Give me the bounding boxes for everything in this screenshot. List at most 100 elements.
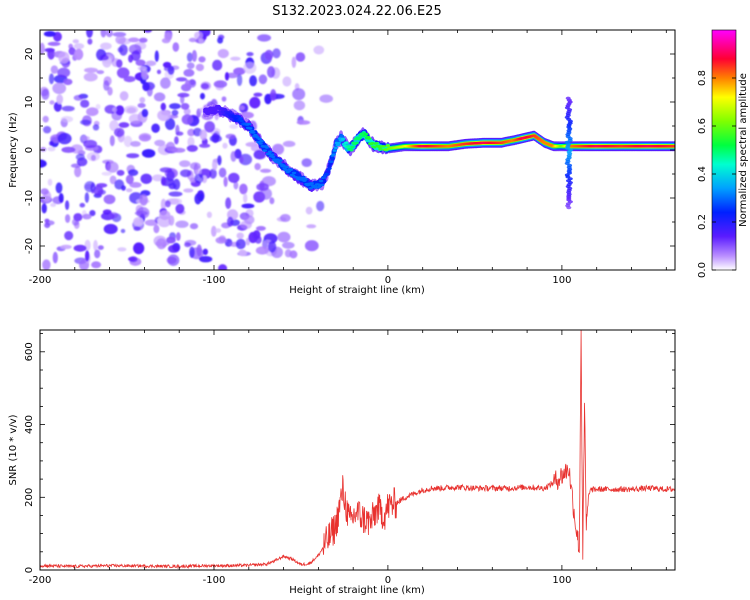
noise-blob: [94, 249, 101, 259]
noise-blob: [44, 222, 51, 229]
noise-blob: [114, 179, 125, 190]
noise-blob: [175, 124, 180, 136]
ridge-segment: [327, 167, 332, 170]
noise-blob: [183, 188, 194, 193]
noise-blob: [240, 220, 252, 230]
noise-blob: [206, 211, 212, 218]
ridge-segment: [288, 168, 294, 171]
noise-blob: [213, 80, 228, 88]
ridge-segment: [239, 119, 244, 123]
noise-blob: [187, 128, 196, 137]
noise-blob: [196, 244, 202, 257]
colorbar: 0.0 0.2 0.4 0.6 0.8 Normalized spectral ampl…: [697, 29, 749, 278]
noise-blob: [167, 65, 175, 75]
noise-blob: [72, 218, 79, 226]
noise-blob: [258, 74, 268, 85]
noise-blob: [43, 31, 57, 37]
noise-blob: [49, 100, 55, 105]
noise-blob: [47, 41, 61, 47]
noise-blob: [217, 37, 224, 44]
noise-blob: [253, 92, 263, 97]
noise-blob: [246, 52, 254, 57]
x-tick-label: 0: [385, 275, 391, 286]
noise-blob: [255, 246, 269, 255]
ridge-segment: [216, 106, 221, 109]
noise-blob: [176, 232, 181, 241]
noise-blob: [179, 160, 191, 168]
noise-blob: [64, 231, 74, 241]
noise-blob: [159, 167, 173, 173]
noise-blob: [142, 81, 150, 92]
noise-blob: [199, 193, 204, 202]
ridge-segment: [269, 153, 275, 156]
noise-blob: [209, 135, 222, 143]
x-tick-label: 100: [552, 275, 571, 286]
noise-blob: [72, 39, 80, 44]
noise-blob: [115, 35, 126, 45]
noise-blob: [217, 155, 222, 166]
y-tick-label: 20: [24, 48, 35, 61]
noise-blob: [169, 103, 181, 110]
noise-blob: [107, 86, 113, 96]
noise-blob: [139, 194, 148, 206]
noise-blob: [120, 228, 126, 234]
noise-blob: [175, 203, 185, 214]
noise-blob: [291, 56, 297, 68]
colorbar-tick-label: 0.6: [697, 118, 708, 134]
noise-blob: [83, 139, 98, 149]
noise-blob: [218, 264, 228, 270]
colorbar-tick-label: 0.0: [697, 262, 708, 278]
x-tick-label: -200: [29, 575, 52, 586]
noise-blob: [153, 224, 160, 234]
ridge-segment: [367, 137, 372, 140]
noise-blob: [186, 52, 193, 62]
y-tick-label: 600: [24, 342, 35, 361]
noise-blob: [74, 48, 84, 61]
noise-blob: [227, 216, 234, 227]
noise-blob: [174, 136, 179, 145]
ridge-segment: [322, 176, 327, 179]
noise-blob: [156, 238, 167, 250]
noise-blob: [135, 59, 146, 66]
noise-blob: [85, 250, 90, 262]
noise-blob: [189, 246, 195, 259]
colorbar-label: Normalized spectral amplitude: [738, 73, 749, 227]
noise-blob: [230, 151, 237, 162]
y-tick-label: -20: [24, 238, 35, 254]
noise-blob: [253, 149, 266, 160]
ridge-segment: [281, 164, 286, 167]
noise-blob: [254, 235, 262, 244]
noise-blob: [65, 200, 70, 211]
x-tick-label: 100: [552, 575, 571, 586]
spectrogram-x-axis: -200 -100 0 100: [29, 30, 667, 286]
ridge-segment: [333, 146, 338, 149]
noise-blob: [116, 169, 125, 176]
noise-blob: [198, 38, 205, 44]
ridge-segment: [332, 149, 337, 152]
noise-blob: [123, 76, 136, 83]
snr-series-line: [40, 330, 675, 570]
ridge-segment: [329, 160, 334, 163]
noise-blob: [292, 88, 306, 101]
noise-blob: [41, 203, 47, 214]
noise-blob: [304, 240, 319, 252]
noise-blob: [128, 169, 139, 177]
noise-blob: [177, 92, 190, 98]
noise-blob: [84, 181, 96, 193]
noise-blob: [215, 236, 227, 244]
noise-blob: [138, 37, 148, 43]
noise-blob: [126, 153, 140, 159]
ridge-segment: [303, 178, 308, 181]
noise-blob: [40, 147, 47, 152]
ridge-segment: [672, 145, 675, 148]
noise-blob: [166, 170, 175, 182]
noise-blob: [184, 242, 192, 248]
snr-x-axis: -200 -100 0 100: [29, 330, 667, 586]
noise-blob: [125, 174, 134, 185]
y-tick-label: 0: [24, 147, 35, 153]
noise-blob: [109, 135, 115, 147]
noise-blob: [109, 175, 117, 185]
noise-blob: [112, 107, 117, 113]
noise-blob: [43, 126, 52, 134]
